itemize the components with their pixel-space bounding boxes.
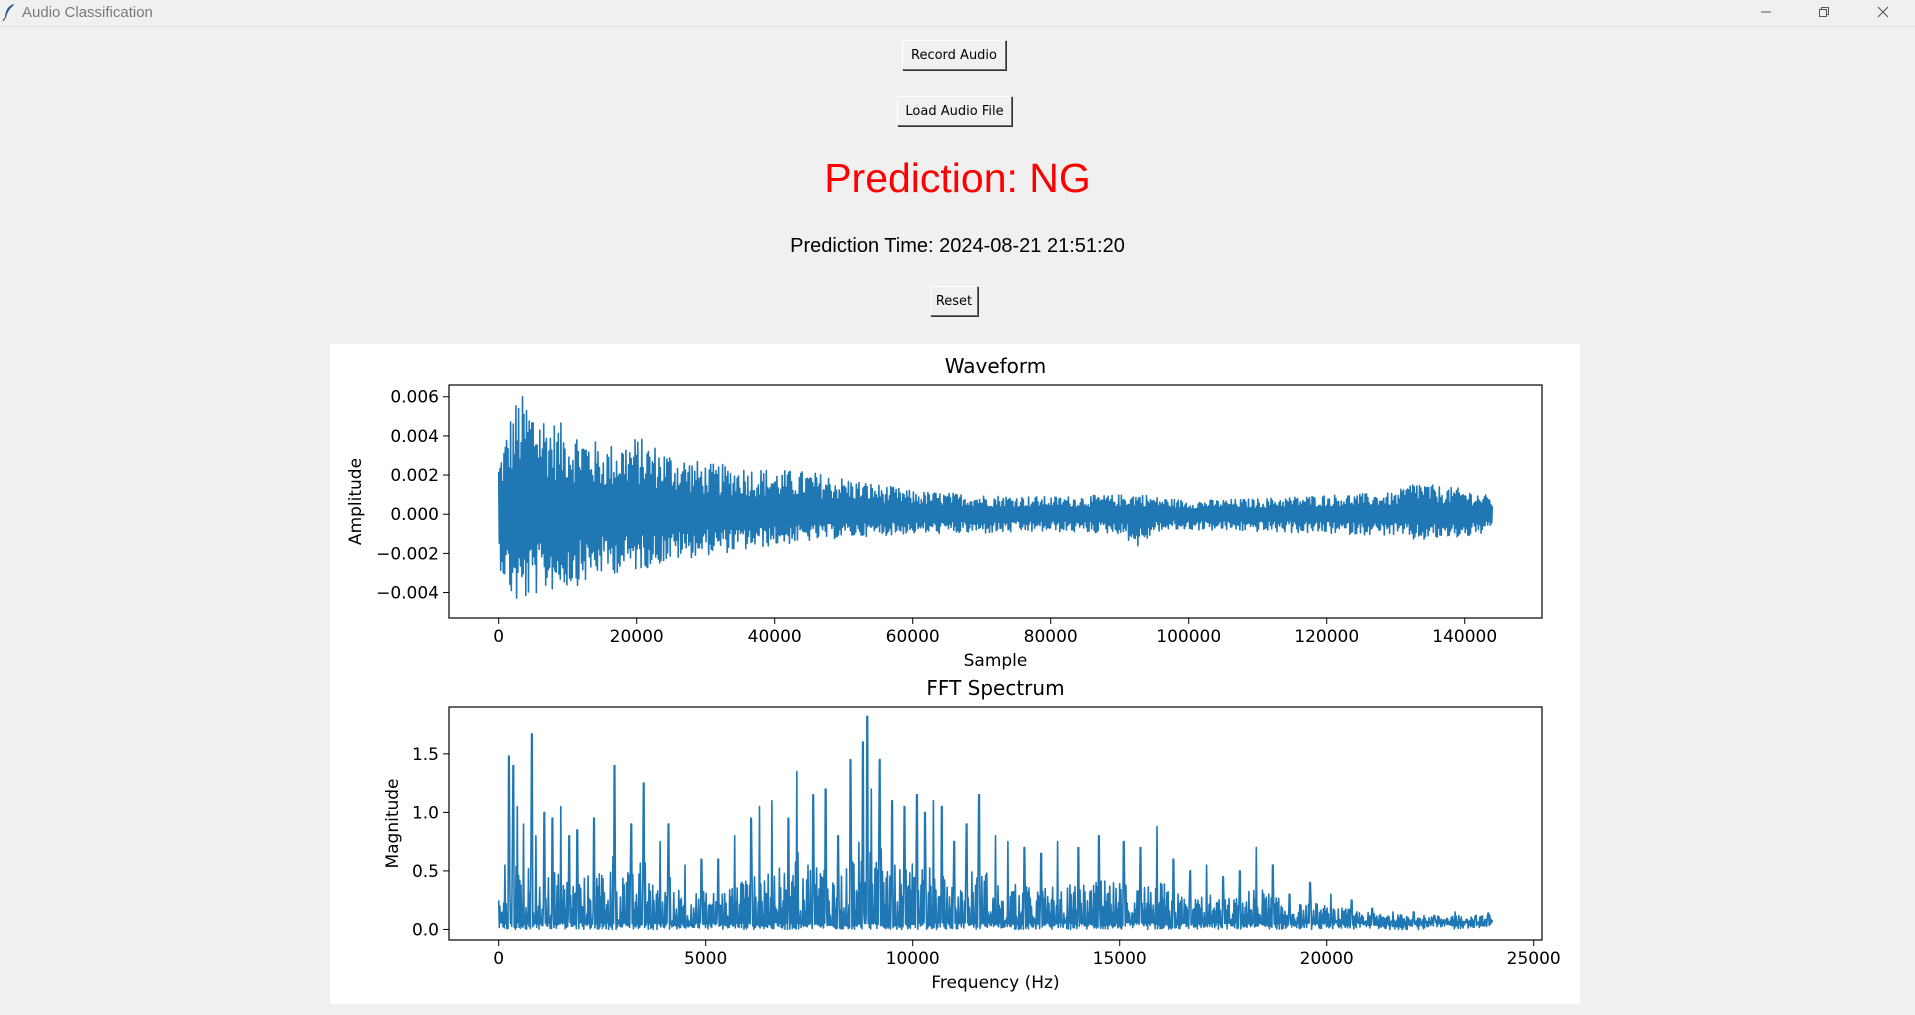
x-tick-label: 20000 bbox=[610, 627, 664, 647]
y-tick-label: −0.004 bbox=[376, 584, 439, 604]
window-title: Audio Classification bbox=[22, 4, 153, 21]
y-tick-label: 1.0 bbox=[412, 803, 439, 823]
feather-icon bbox=[2, 4, 14, 21]
x-tick-label: 25000 bbox=[1507, 949, 1561, 969]
x-tick-label: 10000 bbox=[886, 949, 940, 969]
y-tick-label: 1.5 bbox=[412, 745, 439, 765]
y-tick-label: 0.002 bbox=[390, 466, 439, 486]
y-tick-label: 0.004 bbox=[390, 427, 439, 447]
plot-canvas: Waveform 0 20000 40000 60000 80000 100000 12000… bbox=[330, 344, 1580, 1004]
reset-button[interactable]: Reset bbox=[930, 286, 978, 316]
chart-title: Waveform bbox=[945, 354, 1047, 378]
prediction-time-label: Prediction Time: 2024-08-21 21:51:20 bbox=[790, 235, 1125, 257]
x-axis-label: Sample bbox=[964, 651, 1028, 671]
x-tick-label: 140000 bbox=[1432, 627, 1497, 647]
x-tick-label: 40000 bbox=[748, 627, 802, 647]
x-tick-label: 80000 bbox=[1024, 627, 1078, 647]
axes-frame bbox=[448, 384, 1543, 619]
close-button[interactable] bbox=[1860, 0, 1906, 24]
y-tick-label: 0.006 bbox=[390, 388, 439, 408]
y-tick-label: 0.000 bbox=[390, 505, 439, 525]
x-tick-label: 0 bbox=[493, 949, 504, 969]
y-axis-label: Amplitude bbox=[346, 458, 366, 545]
series-line bbox=[497, 715, 1494, 931]
x-tick-label: 100000 bbox=[1156, 627, 1221, 647]
x-tick-label: 20000 bbox=[1300, 949, 1354, 969]
y-tick-label: −0.002 bbox=[376, 544, 439, 564]
y-axis-label: Magnitude bbox=[383, 778, 403, 868]
y-tick-label: 0.5 bbox=[412, 862, 439, 882]
series-line bbox=[497, 395, 1494, 599]
restore-button[interactable] bbox=[1801, 0, 1847, 24]
x-tick-label: 15000 bbox=[1093, 949, 1147, 969]
x-tick-label: 120000 bbox=[1294, 627, 1359, 647]
minimize-icon bbox=[1761, 11, 1771, 13]
x-axis-label: Frequency (Hz) bbox=[931, 973, 1059, 993]
load-audio-file-button[interactable]: Load Audio File bbox=[897, 96, 1012, 126]
record-audio-button[interactable]: Record Audio bbox=[902, 40, 1006, 70]
restore-icon bbox=[1819, 7, 1829, 17]
close-icon bbox=[1877, 6, 1889, 18]
x-tick-label: 5000 bbox=[684, 949, 727, 969]
minimize-button[interactable] bbox=[1743, 0, 1789, 24]
y-tick-label: 0.0 bbox=[412, 920, 439, 940]
chart-title: FFT Spectrum bbox=[926, 676, 1064, 700]
x-tick-label: 0 bbox=[493, 627, 504, 647]
axes-frame bbox=[448, 706, 1543, 941]
prediction-label: Prediction: NG bbox=[824, 155, 1091, 201]
x-tick-label: 60000 bbox=[886, 627, 940, 647]
window-titlebar: Audio Classification bbox=[0, 0, 1915, 27]
